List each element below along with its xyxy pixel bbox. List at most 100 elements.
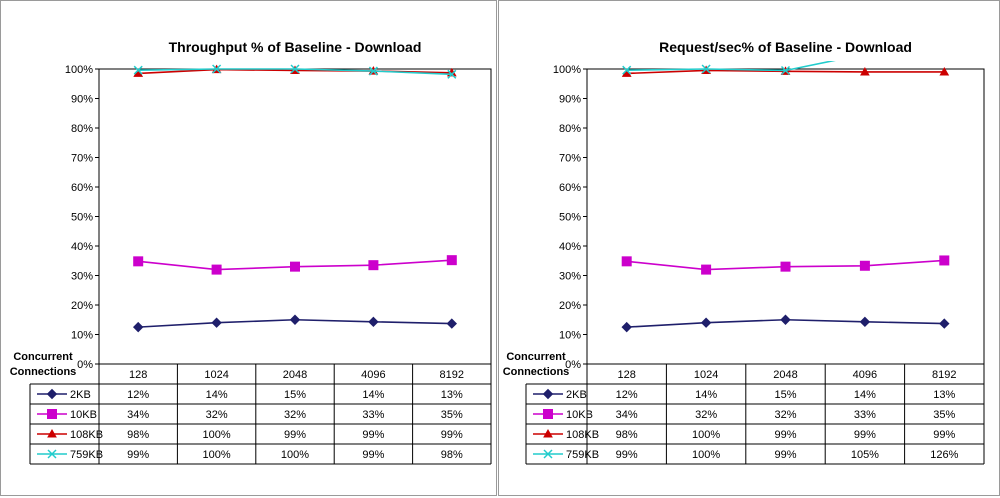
chart-1-cell-759KB-1: 100% xyxy=(692,449,720,461)
chart-0-series-759KB xyxy=(133,64,457,79)
chart-1-legend-marker-759KB-stroke-b xyxy=(543,449,553,459)
chart-0-point-10KB-4 xyxy=(446,255,457,266)
chart-1-point-10KB-0 xyxy=(621,256,632,267)
chart-0-cell-10KB-0: 34% xyxy=(127,409,149,421)
chart-0-legend-label-10KB: 10KB xyxy=(70,409,97,421)
chart-0-cell-759KB-3: 99% xyxy=(362,449,384,461)
chart-0-point-759KB-3 xyxy=(368,66,378,76)
chart-0-point-759KB-0-stroke-b xyxy=(133,65,143,75)
chart-0-cell-10KB-4: 35% xyxy=(441,409,463,421)
chart-1-legend-label-2KB: 2KB xyxy=(566,389,587,401)
chart-0-ytick-label-9: 90% xyxy=(71,94,93,106)
chart-1-ytick-label-3: 30% xyxy=(559,271,581,283)
chart-0-point-2KB-2 xyxy=(289,314,301,325)
chart-1-xtick-label-4: 8192 xyxy=(932,369,956,381)
chart-1-legend-2KB xyxy=(533,388,563,400)
chart-1-cell-2KB-0: 12% xyxy=(616,389,638,401)
chart-1-legend-label-759KB: 759KB xyxy=(566,449,599,461)
chart-0-xlabel-line2: Connections xyxy=(10,366,77,378)
chart-0-ytick-label-5: 50% xyxy=(71,212,93,224)
chart-0-xtick-label-4: 8192 xyxy=(440,369,464,381)
chart-0-ytick-label-3: 30% xyxy=(71,271,93,283)
chart-1-ytick-label-1: 10% xyxy=(559,330,581,342)
chart-0-point-10KB-3 xyxy=(368,260,379,271)
chart-1-series-759KB xyxy=(622,61,836,76)
chart-0-cell-108KB-1: 100% xyxy=(203,429,231,441)
chart-0-cell-108KB-4: 99% xyxy=(441,429,463,441)
chart-1-cell-108KB-3: 99% xyxy=(854,429,876,441)
chart-1-xlabel-line2: Connections xyxy=(503,366,570,378)
chart-0-point-10KB-2 xyxy=(290,261,300,272)
chart-0-point-759KB-1 xyxy=(212,64,222,74)
chart-0-point-759KB-4 xyxy=(447,69,457,79)
chart-1-point-2KB-0 xyxy=(621,321,632,333)
chart-1-cell-759KB-0: 99% xyxy=(616,449,638,461)
chart-1-series-10KB xyxy=(621,255,950,275)
chart-0-point-759KB-2-stroke-b xyxy=(290,64,300,74)
chart-0-legend-marker-10KB xyxy=(47,409,57,419)
chart-1-point-2KB-3 xyxy=(859,316,871,328)
chart-0-cell-759KB-0: 99% xyxy=(127,449,149,461)
chart-0-xlabel-line1: Concurrent xyxy=(13,351,73,363)
chart-0-legend-2KB xyxy=(37,388,67,400)
chart-0-legend-label-759KB: 759KB xyxy=(70,449,103,461)
chart-0-cell-2KB-2: 15% xyxy=(284,389,306,401)
chart-1-legend-759KB xyxy=(533,449,563,459)
chart-1-cell-108KB-4: 99% xyxy=(933,429,955,441)
chart-1-cell-10KB-3: 33% xyxy=(854,409,876,421)
chart-0-cell-759KB-1: 100% xyxy=(203,449,231,461)
chart-0-cell-2KB-3: 14% xyxy=(362,389,384,401)
chart-1-point-759KB-0 xyxy=(622,65,632,75)
chart-1-cell-759KB-4: 126% xyxy=(930,449,958,461)
chart-0-ytick-label-7: 70% xyxy=(71,153,93,165)
chart-1-cell-2KB-4: 13% xyxy=(933,389,955,401)
chart-1-legend-label-10KB: 10KB xyxy=(566,409,593,421)
chart-0-legend-marker-759KB xyxy=(47,449,57,459)
chart-1-ytick-label-9: 90% xyxy=(559,94,581,106)
chart-0-cell-108KB-0: 98% xyxy=(127,429,149,441)
chart-0-legend-10KB xyxy=(37,409,67,419)
chart-0-legend-label-108KB: 108KB xyxy=(70,429,103,441)
chart-0-ytick-label-6: 60% xyxy=(71,182,93,194)
chart-panel-requests: Request/sec% of Baseline - Download 0% 10%… xyxy=(498,0,1000,496)
chart-1-point-2KB-2 xyxy=(780,314,791,325)
chart-1-point-10KB-2 xyxy=(780,261,791,272)
chart-1-xtick-label-0: 128 xyxy=(618,369,636,381)
chart-1-point-2KB-1 xyxy=(700,317,712,328)
chart-0-ytick-label-1: 10% xyxy=(71,330,93,342)
chart-1-legend-marker-10KB xyxy=(543,409,553,419)
chart-0-cell-2KB-1: 14% xyxy=(206,389,228,401)
chart-0-cell-10KB-2: 32% xyxy=(284,409,306,421)
chart-1-ytick-label-8: 80% xyxy=(559,123,581,135)
chart-0-cell-759KB-4: 98% xyxy=(441,449,463,461)
chart-0-point-759KB-0 xyxy=(133,65,143,75)
chart-0-ytick-label-10: 100% xyxy=(65,64,93,76)
chart-0-point-2KB-3 xyxy=(368,316,379,328)
chart-1-legend-marker-759KB xyxy=(543,449,553,459)
chart-1-ytick-label-10: 100% xyxy=(553,64,581,76)
chart-panel-throughput: Throughput % of Baseline - Download 0% 10%… xyxy=(0,0,497,496)
chart-1-cell-10KB-0: 34% xyxy=(616,409,638,421)
chart-0-point-10KB-0 xyxy=(133,256,144,267)
chart-0-ytick-label-0: 0% xyxy=(77,359,93,371)
chart-1-point-759KB-0-stroke-b xyxy=(622,65,632,75)
chart-1-cell-2KB-1: 14% xyxy=(695,389,717,401)
chart-0-legend-marker-2KB xyxy=(46,388,58,400)
chart-1-point-10KB-4 xyxy=(939,255,950,266)
chart-0-legend-marker-759KB-stroke-b xyxy=(47,449,57,459)
chart-0-point-2KB-0 xyxy=(132,321,144,333)
chart-1-cell-10KB-1: 32% xyxy=(695,409,717,421)
chart-0-point-10KB-1 xyxy=(211,264,222,275)
chart-1-ytick-label-2: 20% xyxy=(559,300,581,312)
chart-1-legend-10KB xyxy=(533,409,563,419)
chart-1-series-2KB xyxy=(621,314,950,333)
chart-0-legend-label-2KB: 2KB xyxy=(70,389,91,401)
chart-1-ytick-label-7: 70% xyxy=(559,153,581,165)
chart-0-series-10KB xyxy=(133,255,457,275)
chart-1-point-759KB-1-stroke-b xyxy=(701,64,711,74)
chart-0-series-2KB xyxy=(132,314,458,333)
chart-0-cell-10KB-3: 33% xyxy=(362,409,384,421)
chart-1-xlabel-line1: Concurrent xyxy=(506,351,566,363)
chart-0-point-759KB-3-stroke-b xyxy=(368,66,378,76)
chart-0-legend-marker-108KB xyxy=(47,428,57,438)
